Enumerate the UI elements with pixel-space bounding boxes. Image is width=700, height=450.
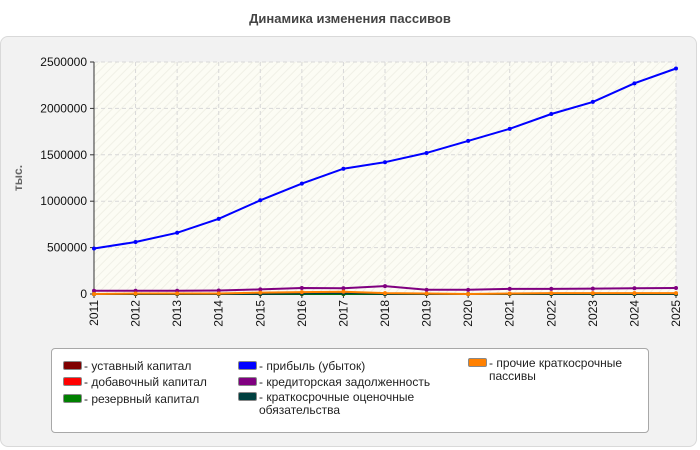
legend-label-6: - краткосрочные оценочные обязательства	[259, 390, 415, 417]
legend-label-3: - резервный капитал	[84, 392, 200, 406]
legend: - уставный капитал - добавочный капитал …	[51, 348, 649, 433]
series-point-7	[383, 291, 387, 296]
series-point-4	[299, 181, 304, 186]
series-point-7	[216, 291, 221, 296]
series-point-7	[674, 291, 678, 296]
legend-swatch-1	[63, 361, 82, 370]
series-point-4	[175, 230, 180, 235]
series-point-5	[507, 286, 512, 291]
series-point-7	[299, 290, 304, 295]
series-point-4	[466, 138, 471, 143]
x-tick-label: 2014	[212, 300, 226, 327]
chart-title: Динамика изменения пассивов	[249, 11, 451, 26]
x-tick-label: 2019	[420, 300, 434, 327]
y-tick-label: 2500000	[40, 55, 87, 69]
x-tick-label: 2025	[669, 300, 683, 327]
legend-swatch-3	[63, 394, 82, 403]
series-point-7	[632, 291, 637, 296]
x-tick-label: 2023	[586, 300, 600, 327]
series-point-7	[549, 291, 554, 296]
series-point-5	[92, 288, 96, 293]
x-tick-label: 2012	[129, 300, 143, 327]
series-point-7	[92, 292, 96, 296]
series-point-5	[299, 285, 304, 290]
series-point-5	[133, 288, 138, 293]
legend-label-5: - кредиторская задолженность	[259, 375, 431, 389]
y-tick-label: 1000000	[40, 194, 87, 208]
series-point-7	[590, 291, 595, 296]
legend-swatch-4	[238, 361, 257, 370]
y-tick-label: 0	[80, 287, 87, 301]
series-point-4	[590, 99, 595, 104]
series-point-4	[674, 66, 678, 71]
series-point-7	[258, 290, 263, 295]
x-tick-label: 2013	[170, 300, 184, 327]
x-tick-label: 2016	[295, 300, 309, 327]
x-tick-label: 2011	[87, 300, 101, 326]
legend-swatch-6	[238, 392, 257, 401]
series-point-7	[133, 291, 138, 296]
series-point-7	[341, 289, 346, 294]
y-axis-title: тыс.	[11, 165, 25, 191]
series-point-7	[466, 292, 471, 296]
y-tick-label: 1500000	[40, 148, 87, 162]
series-point-4	[632, 81, 637, 86]
x-tick-label: 2017	[336, 300, 350, 327]
series-point-5	[175, 288, 180, 293]
series-point-4	[341, 166, 346, 171]
series-point-5	[632, 286, 637, 291]
x-tick-label: 2020	[461, 300, 475, 327]
x-tick-label: 2022	[544, 300, 558, 327]
x-tick-label: 2024	[627, 300, 641, 327]
x-tick-label: 2021	[503, 300, 517, 327]
series-point-5	[549, 286, 554, 291]
series-point-4	[133, 240, 138, 245]
y-tick-label: 500000	[47, 241, 87, 255]
series-point-5	[424, 287, 429, 292]
legend-label-7: - прочие краткосрочные пассивы	[489, 356, 623, 383]
series-point-4	[549, 111, 554, 116]
legend-label-2: - добавочный капитал	[84, 375, 207, 389]
series-point-7	[507, 291, 512, 296]
legend-label-4: - прибыль (убыток)	[259, 359, 366, 373]
legend-swatch-2	[63, 377, 82, 386]
series-point-7	[424, 291, 429, 296]
x-tick-label: 2018	[378, 300, 392, 327]
series-point-5	[216, 288, 221, 293]
series-point-4	[258, 198, 263, 203]
series-point-5	[466, 287, 471, 292]
series-point-4	[92, 246, 96, 251]
series-point-5	[258, 287, 263, 292]
legend-swatch-5	[238, 377, 257, 386]
series-point-5	[341, 286, 346, 291]
legend-swatch-7	[468, 358, 487, 367]
series-point-5	[383, 284, 387, 289]
series-point-4	[216, 216, 221, 221]
legend-label-1: - уставный капитал	[84, 359, 192, 373]
series-point-5	[590, 286, 595, 291]
series-point-4	[507, 126, 512, 131]
series-point-7	[175, 291, 180, 296]
series-point-4	[383, 160, 387, 165]
y-tick-label: 2000000	[40, 101, 87, 115]
x-tick-label: 2015	[253, 300, 267, 327]
series-point-4	[424, 150, 429, 155]
series-point-5	[674, 285, 678, 290]
